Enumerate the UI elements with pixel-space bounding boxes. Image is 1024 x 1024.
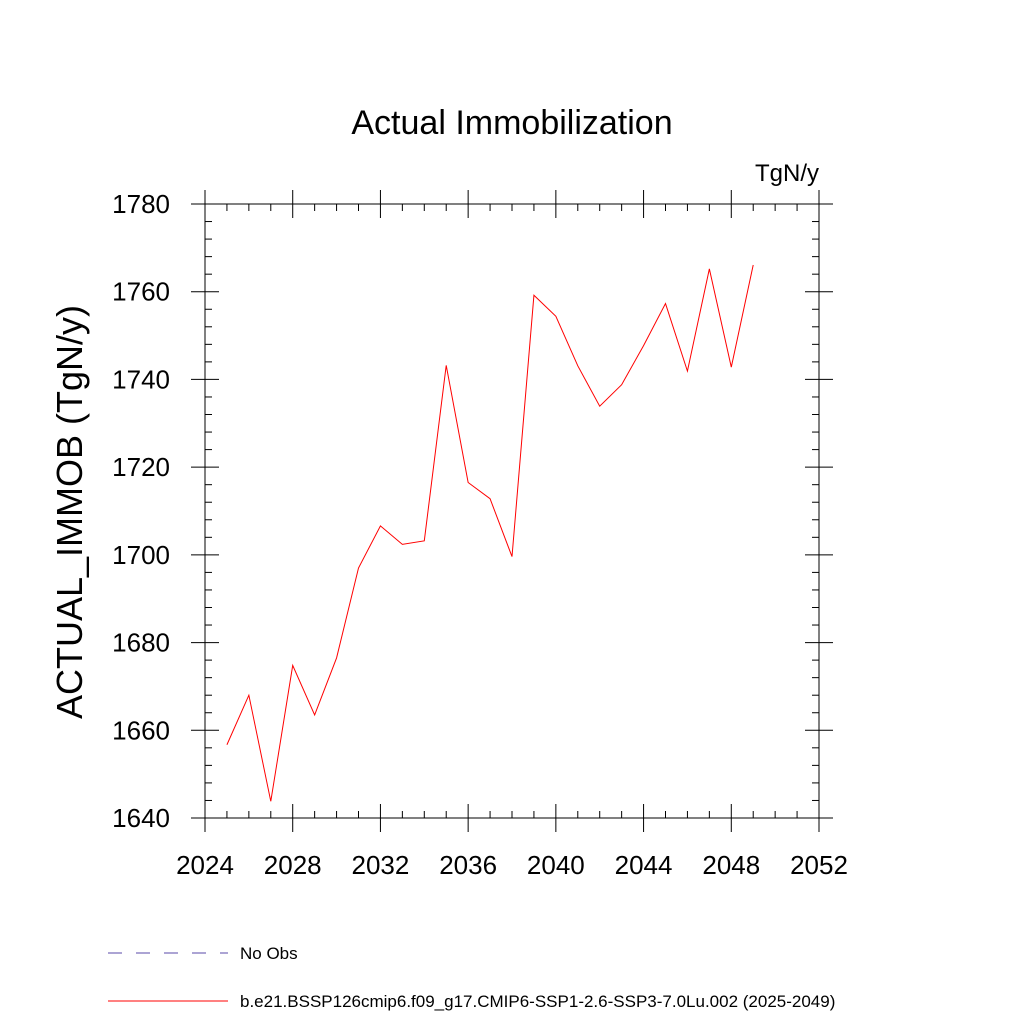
legend-label: b.e21.BSSP126cmip6.f09_g17.CMIP6-SSP1-2.…: [240, 992, 835, 1011]
x-tick-labels: 2024 2028 2032 2036 2040 2044 2048 2052: [176, 850, 848, 880]
x-tick-label: 2048: [702, 850, 760, 880]
x-tick-label: 2024: [176, 850, 234, 880]
y-tick-label: 1740: [112, 364, 170, 394]
x-tick-label: 2052: [790, 850, 848, 880]
axis-ticks: [191, 190, 833, 832]
x-tick-label: 2044: [615, 850, 673, 880]
y-tick-label: 1720: [112, 452, 170, 482]
y-tick-label: 1640: [112, 803, 170, 833]
x-tick-label: 2028: [264, 850, 322, 880]
y-tick-label: 1760: [112, 277, 170, 307]
x-tick-label: 2036: [439, 850, 497, 880]
y-tick-label: 1660: [112, 715, 170, 745]
y-tick-label: 1700: [112, 540, 170, 570]
plot-frame: [204, 203, 820, 819]
x-tick-label: 2040: [527, 850, 585, 880]
y-tick-label: 1780: [112, 189, 170, 219]
legend-label: No Obs: [240, 944, 298, 963]
y-tick-labels: 1640 1660 1680 1700 1720 1740 1760 1780: [112, 189, 170, 833]
units-label: TgN/y: [755, 160, 819, 187]
legend: No Obs b.e21.BSSP126cmip6.f09_g17.CMIP6-S…: [108, 944, 835, 1011]
chart-title: Actual Immobilization: [351, 104, 672, 142]
y-axis-label: ACTUAL_IMMOB (TgN/y): [49, 305, 90, 719]
x-tick-label: 2032: [352, 850, 410, 880]
series-group: [226, 264, 754, 802]
y-tick-label: 1680: [112, 628, 170, 658]
series-line: [226, 264, 754, 802]
